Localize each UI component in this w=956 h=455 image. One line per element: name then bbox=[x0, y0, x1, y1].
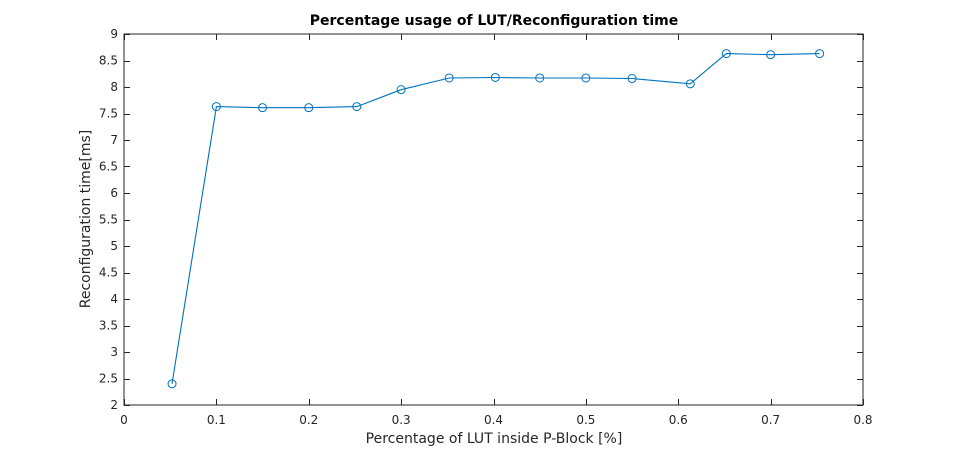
data-point-marker bbox=[167, 379, 177, 389]
y-tick-label: 2 bbox=[110, 398, 118, 412]
y-tick-label: 3.5 bbox=[99, 319, 118, 333]
data-point-marker bbox=[627, 74, 637, 84]
data-point-marker bbox=[721, 49, 731, 59]
series-line bbox=[171, 53, 820, 384]
chart-title: Percentage usage of LUT/Reconfiguration … bbox=[310, 13, 679, 29]
data-point-marker bbox=[444, 73, 454, 83]
plot-box bbox=[123, 33, 864, 406]
data-point-marker bbox=[258, 103, 268, 113]
y-tick-label: 3 bbox=[110, 345, 118, 359]
data-point-marker bbox=[766, 50, 776, 60]
data-point-marker bbox=[581, 73, 591, 83]
y-tick-label: 8 bbox=[110, 80, 118, 94]
y-tick-label: 4.5 bbox=[99, 266, 118, 280]
y-tick-label: 7.5 bbox=[99, 107, 118, 121]
x-tick-label: 0.2 bbox=[299, 413, 318, 427]
x-tick-label: 0.4 bbox=[484, 413, 503, 427]
data-point-marker bbox=[396, 85, 406, 95]
y-tick-label: 5.5 bbox=[99, 213, 118, 227]
y-tick-label: 7 bbox=[110, 133, 118, 147]
data-point-marker bbox=[490, 72, 500, 82]
y-tick-label: 6 bbox=[110, 186, 118, 200]
x-tick-label: 0.5 bbox=[576, 413, 595, 427]
y-tick-label: 5 bbox=[110, 239, 118, 253]
x-tick-label: 0.3 bbox=[392, 413, 411, 427]
y-tick-label: 4 bbox=[110, 292, 118, 306]
x-tick-label: 0.8 bbox=[853, 413, 872, 427]
y-axis-label: Reconfiguration time[ms] bbox=[78, 130, 94, 309]
y-tick-label: 8.5 bbox=[99, 54, 118, 68]
plot-axes: 0 0.1 0.2 0.3 0.4 0.5 0.6 0.7 0.8 2 2.5 3 3.5 4 4.5 5 5.… bbox=[99, 27, 873, 427]
data-point-marker bbox=[535, 73, 545, 83]
x-tick-label: 0.1 bbox=[207, 413, 226, 427]
data-point-marker bbox=[685, 79, 695, 89]
x-tick-label: 0 bbox=[120, 413, 128, 427]
y-tick-label: 9 bbox=[110, 27, 118, 41]
data-point-marker bbox=[815, 49, 825, 59]
x-axis-label: Percentage of LUT inside P-Block [%] bbox=[366, 431, 623, 447]
series-group bbox=[167, 49, 825, 389]
x-tick-label: 0.7 bbox=[761, 413, 780, 427]
data-point-marker bbox=[211, 102, 221, 112]
y-tick-label: 6.5 bbox=[99, 160, 118, 174]
data-point-marker bbox=[304, 103, 314, 113]
y-tick-label: 2.5 bbox=[99, 372, 118, 386]
data-point-marker bbox=[352, 102, 362, 112]
x-tick-label: 0.6 bbox=[669, 413, 688, 427]
